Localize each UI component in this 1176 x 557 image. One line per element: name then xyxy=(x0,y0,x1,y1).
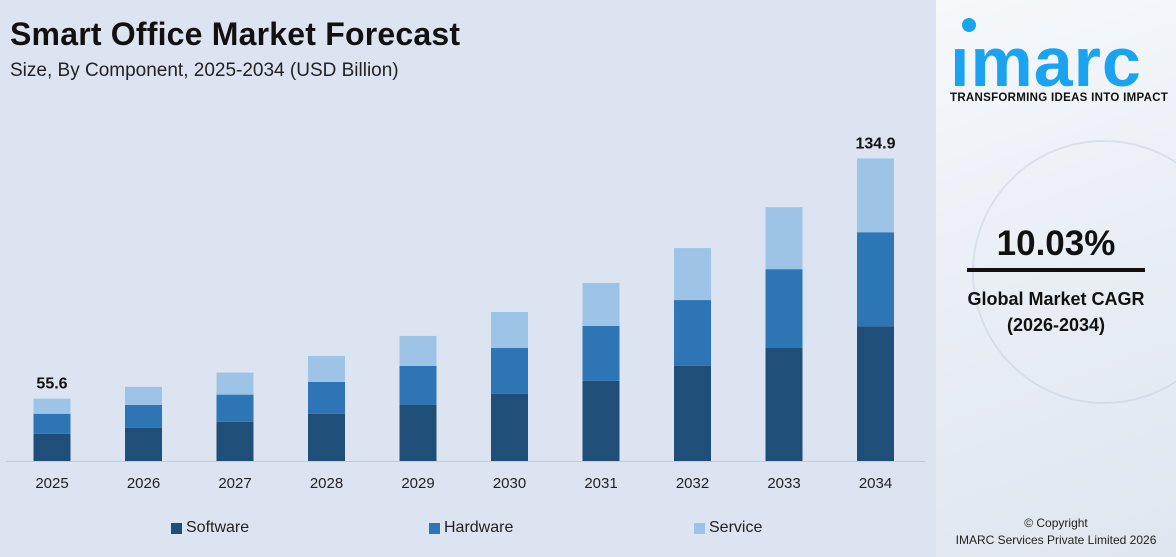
bar-software-2026 xyxy=(125,427,162,461)
bar-software-2029 xyxy=(399,404,437,461)
bar-hardware-2030 xyxy=(491,347,528,394)
legend-swatch xyxy=(694,522,705,534)
bar-hardware-2033 xyxy=(765,269,803,348)
bar-hardware-2029 xyxy=(399,365,437,405)
legend-swatch xyxy=(171,522,182,534)
cagr-label-line1: Global Market CAGR xyxy=(967,289,1145,309)
bar-hardware-2025 xyxy=(33,413,71,434)
cagr-label: Global Market CAGR (2026-2034) xyxy=(936,286,1176,338)
bar-service-2027 xyxy=(216,372,254,395)
legend-item-hardware: Hardware xyxy=(429,519,513,537)
bar-software-2032 xyxy=(674,365,711,461)
svg-text:ımarc: ımarc xyxy=(950,23,1142,92)
bar-service-2025 xyxy=(33,398,71,414)
info-panel: ımarc TRANSFORMING IDEAS INTO IMPACT 10.… xyxy=(936,0,1176,557)
bar-service-2026 xyxy=(125,386,162,405)
bar-software-2027 xyxy=(216,421,254,461)
bar-software-2025 xyxy=(33,433,71,461)
bar-service-2032 xyxy=(674,248,711,301)
x-tick-label: 2030 xyxy=(493,475,526,492)
bar-service-2034 xyxy=(857,158,894,233)
x-tick-label: 2033 xyxy=(767,475,800,492)
copyright: © Copyright IMARC Services Private Limit… xyxy=(936,515,1176,549)
legend-label: Software xyxy=(186,519,250,536)
chart-subtitle: Size, By Component, 2025-2034 (USD Billi… xyxy=(10,60,399,81)
x-tick-label: 2025 xyxy=(35,475,68,492)
bar-hardware-2028 xyxy=(308,381,345,414)
bar-service-2028 xyxy=(308,355,345,382)
x-tick-label: 2034 xyxy=(859,475,892,492)
bar-hardware-2034 xyxy=(857,232,894,327)
data-label-2034: 134.9 xyxy=(855,135,895,152)
x-tick-label: 2032 xyxy=(676,475,709,492)
logo-tagline: TRANSFORMING IDEAS INTO IMPACT xyxy=(950,92,1169,104)
x-tick-label: 2026 xyxy=(127,475,160,492)
stacked-bar-chart: 2025 55.6 2026 2027 2028 2029 2030 2031 2032 2033… xyxy=(6,135,925,492)
imarc-logo: ımarc xyxy=(950,18,1142,92)
copyright-line2: IMARC Services Private Limited 2026 xyxy=(955,533,1157,547)
bar-software-2034 xyxy=(857,326,894,461)
x-tick-label: 2031 xyxy=(584,475,617,492)
bar-hardware-2031 xyxy=(582,325,620,381)
legend-label: Hardware xyxy=(444,519,514,536)
background-decoration xyxy=(972,140,1176,404)
copyright-line1: © Copyright xyxy=(1024,516,1088,530)
bar-service-2029 xyxy=(399,335,437,366)
legend-swatch xyxy=(429,522,440,534)
x-tick-label: 2028 xyxy=(310,475,343,492)
x-tick-label: 2029 xyxy=(401,475,434,492)
legend-item-service: Service xyxy=(694,519,762,537)
bar-hardware-2027 xyxy=(216,394,254,422)
bar-software-2028 xyxy=(308,413,345,461)
cagr-divider xyxy=(967,268,1145,272)
bar-service-2030 xyxy=(491,311,528,348)
bar-software-2031 xyxy=(582,380,620,461)
bar-software-2030 xyxy=(491,393,528,461)
bar-software-2033 xyxy=(765,347,803,461)
legend-label: Service xyxy=(709,519,763,536)
bar-hardware-2032 xyxy=(674,300,711,366)
cagr-label-line2: (2026-2034) xyxy=(1006,315,1106,335)
bar-service-2031 xyxy=(582,282,620,326)
cagr-value: 10.03% xyxy=(996,224,1116,263)
x-tick-label: 2027 xyxy=(218,475,251,492)
bar-hardware-2026 xyxy=(125,404,162,428)
bar-service-2033 xyxy=(765,207,803,270)
data-label-2025: 55.6 xyxy=(36,376,67,393)
chart-title: Smart Office Market Forecast xyxy=(10,16,461,52)
legend-item-software: Software xyxy=(171,519,249,537)
